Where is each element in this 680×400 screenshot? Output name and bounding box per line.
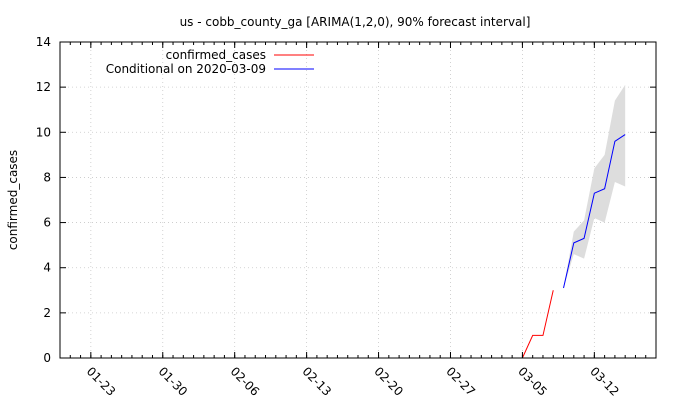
y-tick-label: 8	[43, 170, 51, 184]
conditional-forecast-line	[563, 134, 626, 289]
grid	[60, 41, 656, 359]
y-tick-label: 12	[36, 80, 51, 94]
y-axis-label: confirmed_cases	[6, 150, 20, 250]
x-tick-label: 02-27	[443, 364, 478, 399]
y-tick-label: 4	[43, 261, 51, 275]
x-tick-label: 02-13	[299, 364, 334, 399]
x-tick-label: 02-20	[371, 364, 406, 399]
forecast-interval-band	[563, 84, 626, 289]
x-tick-label: 03-05	[515, 364, 550, 399]
x-tick-label: 01-23	[84, 364, 119, 399]
x-tick-label: 02-06	[228, 364, 263, 399]
x-tick-label: 01-30	[156, 364, 191, 399]
y-tick-label: 14	[36, 35, 51, 49]
legend-label: confirmed_cases	[166, 48, 266, 62]
forecast-interval-area	[563, 84, 626, 289]
x-tick-label: 03-12	[587, 364, 622, 399]
axis-ticks: 0 2 4 6 8 10 12 14 01-23 01-30 02-06 02-13 02-20 02-2…	[36, 35, 657, 399]
legend-label: Conditional on 2020-03-09	[106, 62, 266, 76]
y-tick-label: 2	[43, 306, 51, 320]
chart-title: us - cobb_county_ga [ARIMA(1,2,0), 90% f…	[180, 15, 531, 29]
plot-frame	[59, 41, 657, 359]
y-tick-label: 10	[36, 125, 51, 139]
confirmed-cases-line	[512, 290, 554, 359]
y-tick-label: 6	[43, 216, 51, 230]
y-tick-label: 0	[43, 351, 51, 365]
